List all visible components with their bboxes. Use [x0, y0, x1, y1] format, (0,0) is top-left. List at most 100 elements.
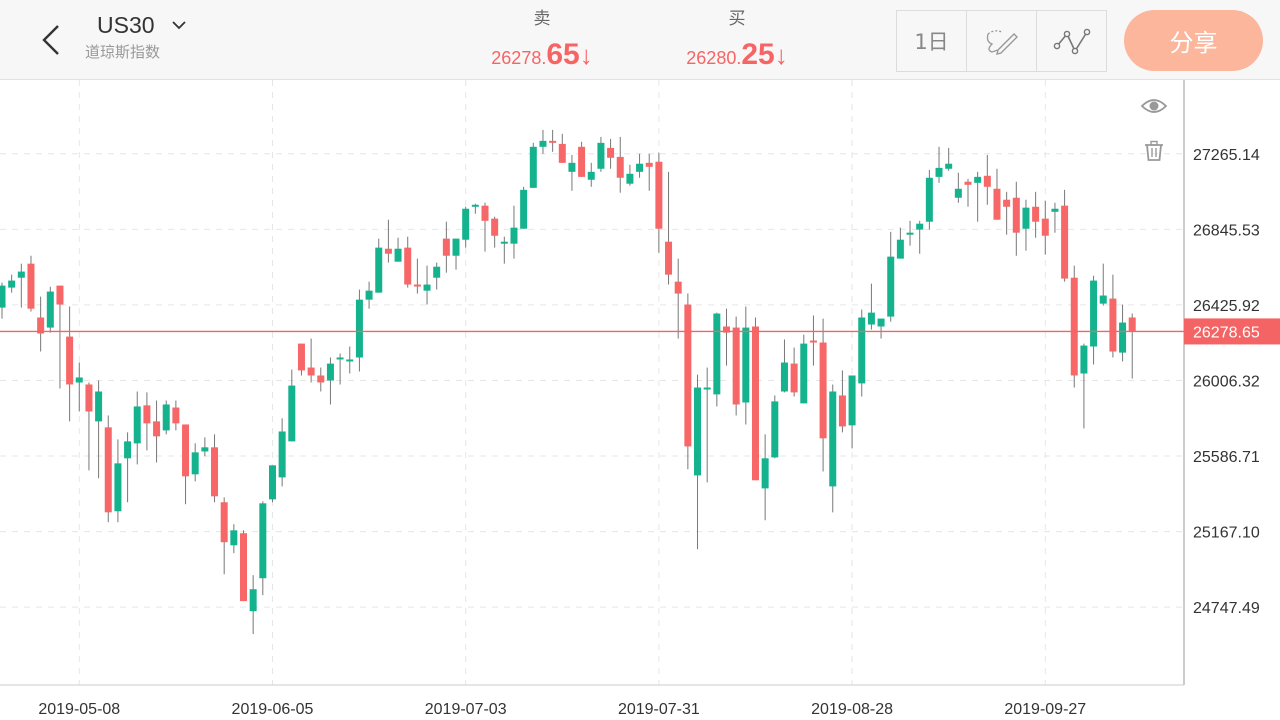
candle: [259, 501, 267, 596]
candle: [684, 293, 692, 470]
candle: [394, 237, 402, 262]
eye-icon[interactable]: [1140, 92, 1168, 120]
trash-icon[interactable]: [1140, 137, 1168, 165]
candle: [558, 133, 566, 163]
candle: [56, 285, 64, 389]
candle: [732, 316, 740, 416]
candle: [848, 375, 856, 449]
buy-price: 26280.25↓: [657, 38, 817, 72]
candle: [375, 238, 383, 293]
candle-body: [945, 163, 953, 169]
candle: [66, 306, 74, 422]
candle: [713, 312, 721, 407]
candle-body: [481, 205, 489, 221]
back-button[interactable]: [38, 20, 68, 60]
candle: [162, 400, 170, 435]
share-button[interactable]: 分享: [1124, 10, 1263, 71]
candle: [104, 415, 112, 523]
candle: [655, 152, 663, 253]
candle: [935, 146, 943, 183]
candle-body: [124, 441, 132, 459]
candle: [278, 418, 286, 487]
candle: [790, 347, 798, 397]
candle-body: [616, 156, 624, 178]
candle-body: [520, 189, 528, 229]
down-arrow-icon: ↓: [579, 40, 593, 70]
candle-body: [1041, 218, 1049, 236]
candle-body: [713, 313, 721, 395]
candle-body: [85, 384, 93, 412]
candle-body: [607, 147, 615, 158]
candle: [771, 395, 779, 459]
candle-body: [278, 431, 286, 478]
candle-body: [674, 281, 682, 294]
candle-body: [249, 589, 257, 612]
down-arrow-icon: ↓: [774, 40, 788, 70]
candle-body: [462, 208, 470, 240]
candle-body: [732, 327, 740, 405]
draw-button[interactable]: [967, 11, 1037, 71]
candle-body: [529, 146, 537, 188]
candle-body: [964, 181, 972, 185]
indicator-button[interactable]: [1037, 11, 1106, 71]
candle: [1051, 202, 1059, 233]
candle-body: [365, 290, 373, 300]
buy-label: 买: [728, 9, 746, 29]
y-tick-label: 26006.32: [1193, 373, 1260, 390]
candle-body: [384, 248, 392, 254]
candle: [529, 142, 537, 188]
candle-body: [993, 188, 1001, 220]
candle: [500, 236, 508, 264]
candle-body: [297, 343, 305, 371]
candle: [916, 220, 924, 254]
buy-quote[interactable]: 买 26280.25↓: [657, 6, 817, 72]
candle: [800, 334, 808, 404]
candle: [964, 178, 972, 207]
candle-body: [1051, 208, 1059, 212]
candle: [587, 162, 595, 187]
candle-body: [27, 263, 35, 309]
candle: [877, 318, 885, 339]
candle-body: [858, 317, 866, 384]
candle: [288, 369, 296, 442]
candle: [37, 296, 45, 352]
candle: [703, 367, 711, 483]
candle-body: [655, 161, 663, 229]
candle-body: [143, 405, 151, 424]
candle-body: [1099, 295, 1107, 304]
candle: [182, 424, 190, 505]
sell-price: 26278.65↓: [462, 38, 622, 72]
candle-body: [268, 465, 276, 500]
candle: [549, 129, 557, 152]
candle: [616, 136, 624, 193]
candle-body: [162, 404, 170, 431]
candle-body: [1061, 205, 1069, 279]
symbol-selector[interactable]: US30: [97, 12, 155, 38]
candle-body: [761, 458, 769, 489]
candle-body: [896, 239, 904, 259]
chevron-down-icon[interactable]: [170, 16, 188, 34]
candle: [423, 265, 431, 305]
candle: [481, 202, 489, 252]
candle-body: [1070, 277, 1078, 376]
period-button[interactable]: 1日: [897, 11, 967, 71]
candle-body: [452, 238, 460, 256]
candle-body: [259, 503, 267, 579]
candle-body: [742, 327, 750, 403]
candle: [365, 281, 373, 309]
candle: [510, 205, 518, 259]
candle-body: [1012, 197, 1020, 233]
candle-body: [288, 385, 296, 442]
candle-body: [636, 163, 644, 172]
sell-quote[interactable]: 卖 26278.65↓: [462, 6, 622, 72]
candle-body: [471, 204, 479, 207]
candle: [452, 238, 460, 270]
candle: [462, 206, 470, 248]
candle: [858, 309, 866, 397]
candlestick-chart[interactable]: 27265.14 26845.53 26425.92 26006.32 25586.71…: [0, 80, 1280, 720]
candle: [143, 392, 151, 451]
candle: [153, 400, 161, 463]
candle-body: [104, 427, 112, 513]
sell-price-main: 26278.: [491, 48, 547, 68]
current-price-label: 26278.65: [1193, 324, 1260, 341]
